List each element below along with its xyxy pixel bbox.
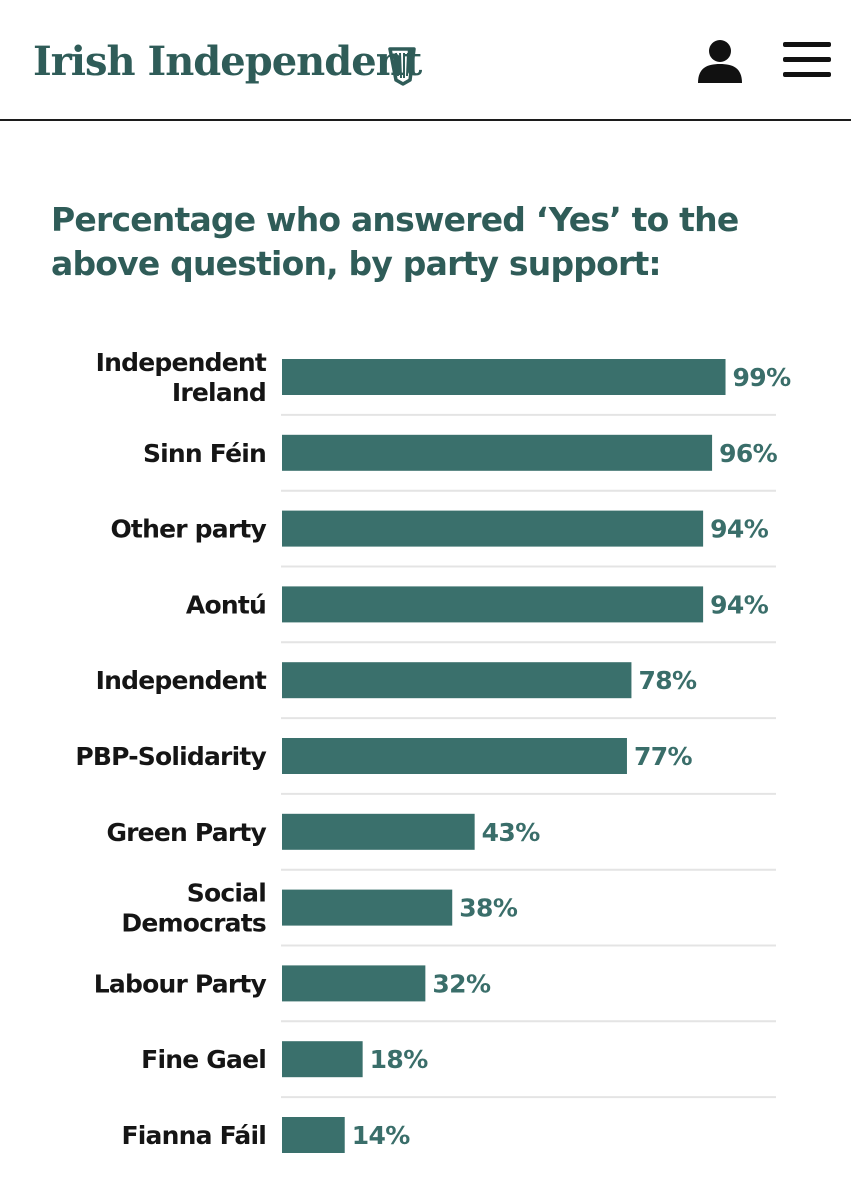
harp-icon: [388, 47, 416, 86]
bar: [282, 965, 426, 1002]
bar: [282, 813, 475, 850]
bar: [282, 359, 726, 395]
bar: [282, 434, 713, 471]
value-label: 96%: [719, 439, 778, 468]
chart-title: Percentage who answered ‘Yes’ to the abo…: [51, 200, 739, 283]
category-label: Social Democrats: [121, 879, 266, 938]
category-label: Fianna Fáil: [121, 1121, 266, 1150]
value-label: 99%: [733, 363, 792, 392]
value-label: 77%: [634, 742, 693, 771]
value-label: 94%: [710, 515, 769, 544]
value-label: 32%: [432, 969, 491, 998]
category-label: Aontú: [186, 590, 266, 619]
bar: [282, 1117, 345, 1153]
category-label: Sinn Féin: [143, 439, 266, 468]
bar: [282, 738, 627, 774]
value-label: 14%: [352, 1121, 411, 1150]
category-label: Green Party: [106, 818, 266, 847]
category-label: PBP-Solidarity: [75, 742, 266, 771]
category-label: Other party: [110, 515, 266, 544]
bar: [282, 889, 453, 926]
category-label: Labour Party: [94, 969, 267, 998]
hamburger-menu-icon[interactable]: [783, 42, 831, 78]
value-label: 38%: [459, 894, 518, 923]
value-label: 78%: [638, 666, 697, 695]
bar: [282, 510, 704, 547]
value-label: 94%: [710, 590, 769, 619]
site-logo[interactable]: Irish Independent: [33, 38, 422, 85]
site-header: Irish Independent: [0, 0, 851, 121]
category-label: Fine Gael: [141, 1045, 266, 1074]
bar-chart: Independent Ireland 99% Sinn Féin 96% Other p…: [75, 348, 792, 1153]
bar: [282, 586, 704, 623]
user-icon[interactable]: [697, 38, 743, 84]
bar: [282, 662, 632, 699]
value-label: 43%: [482, 818, 541, 847]
value-label: 18%: [370, 1045, 429, 1074]
category-label: Independent Ireland: [96, 348, 267, 407]
category-label: Independent: [96, 666, 267, 695]
bar: [282, 1041, 363, 1078]
